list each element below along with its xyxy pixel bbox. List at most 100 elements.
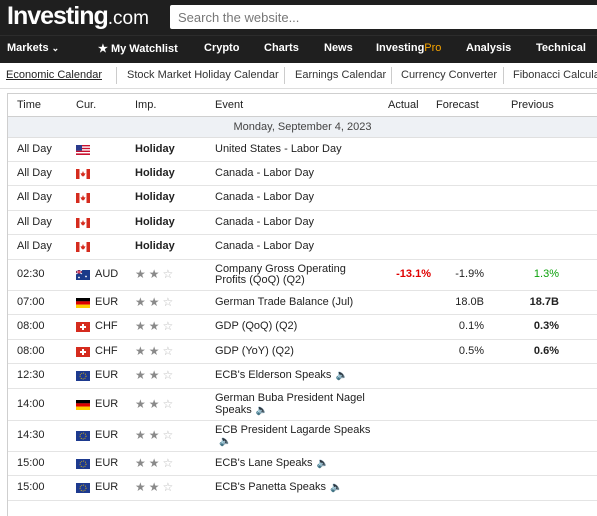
investing-logo[interactable]: Investing.com — [7, 2, 149, 30]
row-time: 08:00 — [17, 320, 45, 332]
row-currency: EUR — [95, 296, 119, 308]
table-row[interactable]: All Day Holiday Canada - Labor Day — [8, 211, 597, 235]
table-row[interactable]: 07:00 EUR ★★☆ German Trade Balance (Jul) 18.… — [8, 291, 597, 315]
row-event[interactable]: Company Gross Operating — [215, 263, 346, 275]
col-event[interactable]: Event — [215, 99, 244, 111]
nav-technical[interactable]: Technical — [536, 42, 586, 54]
row-time: 02:30 — [17, 268, 45, 280]
row-importance-label: Holiday — [135, 240, 175, 252]
row-time: 15:00 — [17, 457, 45, 469]
row-event[interactable]: Canada - Labor Day — [215, 167, 315, 179]
row-event-speaker[interactable]: 🔈 — [215, 435, 231, 447]
row-event[interactable]: Canada - Labor Day — [215, 240, 315, 252]
row-currency: EUR — [95, 429, 119, 441]
table-row[interactable]: All Day Holiday Canada - Labor Day — [8, 235, 597, 260]
ca-flag-icon — [76, 193, 90, 203]
row-event[interactable]: German Buba President Nagel — [215, 392, 365, 404]
search-input[interactable] — [170, 5, 586, 29]
row-time: 07:00 — [17, 296, 45, 308]
speaker-icon[interactable]: 🔈 — [335, 370, 348, 381]
row-importance-label: Holiday — [135, 167, 175, 179]
col-time[interactable]: Time — [17, 99, 42, 111]
table-header: Time Cur. Imp. Event Actual Forecast Pre… — [8, 94, 597, 117]
main-nav: Markets ⌄ ★ My Watchlist Crypto Charts N… — [0, 35, 597, 63]
nav-markets[interactable]: Markets ⌄ — [7, 42, 60, 54]
nav-news[interactable]: News — [324, 42, 353, 54]
table-row[interactable]: 14:30 EUR ★★☆ ECB President Lagarde Speaks 🔈 — [8, 421, 597, 452]
row-event[interactable]: United States - Labor Day — [215, 143, 342, 155]
importance-stars-icon: ★★☆ — [135, 368, 177, 382]
row-forecast: -1.9% — [455, 268, 484, 280]
row-time: All Day — [17, 143, 52, 155]
row-event[interactable]: Canada - Labor Day — [215, 191, 315, 203]
row-event[interactable]: GDP (QoQ) (Q2) — [215, 320, 298, 332]
table-row[interactable]: 15:00 EUR ★★☆ ECB's Panetta Speaks 🔈 — [8, 476, 597, 501]
col-actual[interactable]: Actual — [388, 99, 419, 111]
star-icon: ★ — [98, 43, 108, 55]
col-currency[interactable]: Cur. — [76, 99, 97, 111]
row-previous: 1.3% — [533, 268, 559, 280]
row-time: 08:00 — [17, 345, 45, 357]
table-row[interactable]: All Day Holiday Canada - Labor Day — [8, 162, 597, 186]
row-event[interactable]: ECB's Elderson Speaks 🔈 — [215, 369, 348, 381]
subnav-economic-calendar[interactable]: Economic Calendar — [6, 69, 102, 81]
table-row[interactable]: 14:00 EUR ★★☆ German Buba President Nagel Sp… — [8, 389, 597, 421]
row-previous: 0.3% — [533, 320, 559, 332]
importance-stars-icon: ★★☆ — [135, 295, 177, 309]
row-event[interactable]: ECB's Lane Speaks 🔈 — [215, 457, 329, 469]
subnav-holiday-calendar[interactable]: Stock Market Holiday Calendar — [127, 69, 279, 81]
row-event[interactable]: German Trade Balance (Jul) — [215, 296, 354, 308]
chevron-down-icon: ⌄ — [51, 43, 60, 53]
subnav-currency-converter[interactable]: Currency Converter — [401, 69, 497, 81]
table-row[interactable]: 12:30 EUR ★★☆ ECB's Elderson Speaks 🔈 — [8, 364, 597, 389]
row-event[interactable]: ECB President Lagarde Speaks — [215, 424, 371, 436]
nav-charts[interactable]: Charts — [264, 42, 299, 54]
importance-stars-icon: ★★☆ — [135, 344, 177, 358]
nav-analysis[interactable]: Analysis — [466, 42, 512, 54]
row-currency: CHF — [95, 320, 118, 332]
col-importance[interactable]: Imp. — [135, 99, 157, 111]
speaker-icon[interactable]: 🔈 — [329, 482, 343, 493]
row-event-line2[interactable]: Speaks 🔈 — [215, 404, 269, 416]
top-bar: Investing.com — [0, 0, 597, 35]
row-time: All Day — [17, 167, 52, 179]
nav-my-watchlist[interactable]: ★ My Watchlist — [98, 43, 178, 55]
speaker-icon[interactable]: 🔈 — [219, 436, 232, 447]
row-time: 15:00 — [17, 481, 45, 493]
row-event[interactable]: ECB's Panetta Speaks 🔈 — [215, 481, 343, 493]
row-event[interactable]: GDP (YoY) (Q2) — [215, 345, 294, 357]
speaker-icon[interactable]: 🔈 — [255, 405, 269, 416]
row-event[interactable]: Canada - Labor Day — [215, 216, 315, 228]
table-row[interactable]: 08:00 CHF ★★☆ GDP (YoY) (Q2) 0.5% 0.6% — [8, 340, 597, 364]
eu-flag-icon — [76, 483, 90, 493]
row-previous: 0.6% — [533, 345, 559, 357]
ch-flag-icon — [76, 322, 90, 332]
col-forecast[interactable]: Forecast — [436, 99, 479, 111]
table-row[interactable]: All Day Holiday United States - Labor Day — [8, 138, 597, 162]
subnav-earnings-calendar[interactable]: Earnings Calendar — [295, 69, 387, 81]
ca-flag-icon — [76, 242, 90, 252]
eu-flag-icon — [76, 459, 90, 469]
au-flag-icon — [75, 269, 90, 280]
row-previous: 18.7B — [529, 296, 559, 308]
table-row[interactable]: 08:00 CHF ★★☆ GDP (QoQ) (Q2) 0.1% 0.3% — [8, 315, 597, 340]
de-flag-icon — [76, 400, 90, 410]
eu-flag-icon — [76, 431, 90, 441]
speaker-icon[interactable]: 🔈 — [316, 458, 329, 469]
nav-crypto[interactable]: Crypto — [204, 42, 240, 54]
subnav-fibonacci-calculator[interactable]: Fibonacci Calcula — [513, 69, 597, 81]
row-currency: AUD — [95, 268, 119, 280]
row-time: 12:30 — [17, 369, 45, 381]
row-time: All Day — [17, 216, 52, 228]
row-currency: EUR — [95, 369, 119, 381]
row-forecast: 18.0B — [455, 296, 484, 308]
table-row[interactable]: All Day Holiday Canada - Labor Day — [8, 186, 597, 211]
ca-flag-icon — [76, 218, 90, 228]
search-box[interactable] — [170, 5, 597, 29]
table-row[interactable]: 15:00 EUR ★★☆ ECB's Lane Speaks 🔈 — [8, 452, 597, 476]
col-previous[interactable]: Previous — [511, 99, 554, 111]
row-event-line2[interactable]: Profits (QoQ) (Q2) — [215, 274, 305, 286]
table-row[interactable]: 02:30 AUD ★★☆ Company Gross Operating Profit… — [8, 260, 597, 291]
economic-calendar-table: Time Cur. Imp. Event Actual Forecast Pre… — [7, 93, 597, 516]
nav-investing-pro[interactable]: InvestingPro — [376, 42, 442, 54]
